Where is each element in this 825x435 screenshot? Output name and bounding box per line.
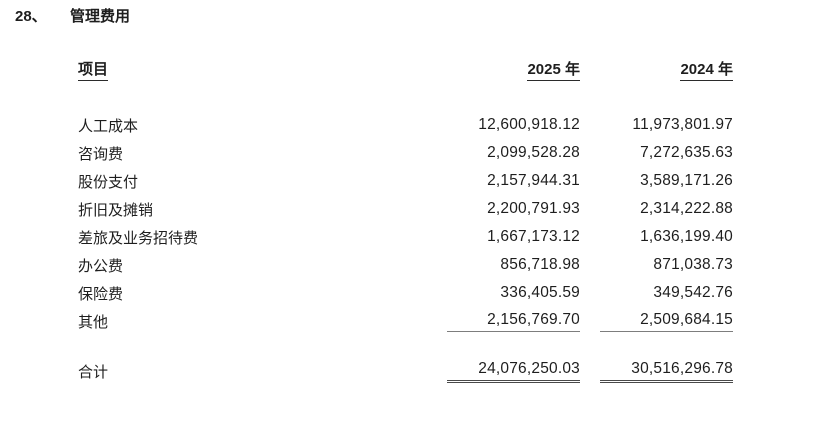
row-value-2024-text: 7,272,635.63 <box>640 144 733 161</box>
row-value-2025-text: 2,099,528.28 <box>487 144 580 161</box>
row-value-2024-text: 1,636,199.40 <box>640 228 733 245</box>
total-value-2025: 24,076,250.03 <box>447 360 580 383</box>
section-heading: 28、 管理费用 <box>0 0 825 26</box>
row-value-2025: 2,156,769.70 <box>447 311 580 332</box>
row-value-2025: 2,200,791.93 <box>447 200 580 218</box>
row-label: 折旧及摊销 <box>78 201 154 219</box>
table-row: 差旅及业务招待费 1,667,173.12 1,636,199.40 <box>78 223 733 251</box>
row-value-2024: 7,272,635.63 <box>600 144 733 162</box>
row-value-2025: 2,157,944.31 <box>447 172 580 190</box>
row-value-2025: 2,099,528.28 <box>447 144 580 162</box>
table-body: 人工成本 12,600,918.12 11,973,801.97 咨询费 2,0… <box>78 111 733 335</box>
row-label: 办公费 <box>78 257 124 275</box>
header-cell-2024: 2024 年 <box>600 58 733 81</box>
row-value-2024: 3,589,171.26 <box>600 172 733 190</box>
row-value-2024-text: 3,589,171.26 <box>640 172 733 189</box>
section-number: 28、 <box>15 8 47 25</box>
row-value-2025-text: 2,200,791.93 <box>487 200 580 217</box>
header-2024-label: 2024 年 <box>680 58 733 81</box>
row-value-2025-text: 856,718.98 <box>500 256 580 273</box>
table-row: 其他 2,156,769.70 2,509,684.15 <box>78 307 733 335</box>
expense-table: 项目 2025 年 2024 年 人工成本 12,600,918.12 11,9… <box>78 55 733 385</box>
body-total-spacer <box>78 335 733 357</box>
row-value-2025: 856,718.98 <box>447 256 580 274</box>
header-item-label: 项目 <box>78 58 109 81</box>
header-body-spacer <box>78 83 733 111</box>
row-value-2025: 336,405.59 <box>447 284 580 302</box>
table-row: 人工成本 12,600,918.12 11,973,801.97 <box>78 111 733 139</box>
table-row: 办公费 856,718.98 871,038.73 <box>78 251 733 279</box>
row-label: 人工成本 <box>78 117 139 135</box>
header-cell-2025: 2025 年 <box>447 58 580 81</box>
row-value-2025-text: 2,157,944.31 <box>487 172 580 189</box>
total-label: 合计 <box>78 363 109 381</box>
row-label: 股份支付 <box>78 173 139 191</box>
row-value-2024: 1,636,199.40 <box>600 228 733 246</box>
table-header-row: 项目 2025 年 2024 年 <box>78 55 733 83</box>
row-value-2024-text: 871,038.73 <box>653 256 733 273</box>
total-value-2025-text: 24,076,250.03 <box>447 360 580 383</box>
row-value-2024-text: 11,973,801.97 <box>632 116 733 133</box>
row-value-2024-text: 349,542.76 <box>653 284 733 301</box>
header-2025-label: 2025 年 <box>527 58 580 81</box>
row-value-2025-text: 1,667,173.12 <box>487 228 580 245</box>
row-value-2024: 871,038.73 <box>600 256 733 274</box>
row-value-2024-text: 2,314,222.88 <box>640 200 733 217</box>
row-value-2024: 2,509,684.15 <box>600 311 733 332</box>
row-label: 保险费 <box>78 285 124 303</box>
row-value-2025-text: 2,156,769.70 <box>447 311 580 332</box>
table-row: 保险费 336,405.59 349,542.76 <box>78 279 733 307</box>
row-value-2024-text: 2,509,684.15 <box>600 311 733 332</box>
table-row: 折旧及摊销 2,200,791.93 2,314,222.88 <box>78 195 733 223</box>
row-value-2025: 12,600,918.12 <box>447 116 580 134</box>
row-label: 咨询费 <box>78 145 124 163</box>
total-value-2024: 30,516,296.78 <box>600 360 733 383</box>
row-value-2024: 11,973,801.97 <box>600 116 733 134</box>
total-value-2024-text: 30,516,296.78 <box>600 360 733 383</box>
row-label: 其他 <box>78 313 109 331</box>
table-row: 咨询费 2,099,528.28 7,272,635.63 <box>78 139 733 167</box>
header-cell-item: 项目 <box>78 58 427 81</box>
table-row: 股份支付 2,157,944.31 3,589,171.26 <box>78 167 733 195</box>
row-label: 差旅及业务招待费 <box>78 229 199 247</box>
row-value-2024: 349,542.76 <box>600 284 733 302</box>
section-title: 管理费用 <box>70 8 131 25</box>
row-value-2025-text: 12,600,918.12 <box>478 116 580 133</box>
total-row: 合计 24,076,250.03 30,516,296.78 <box>78 357 733 385</box>
row-value-2024: 2,314,222.88 <box>600 200 733 218</box>
row-value-2025-text: 336,405.59 <box>500 284 580 301</box>
row-value-2025: 1,667,173.12 <box>447 228 580 246</box>
